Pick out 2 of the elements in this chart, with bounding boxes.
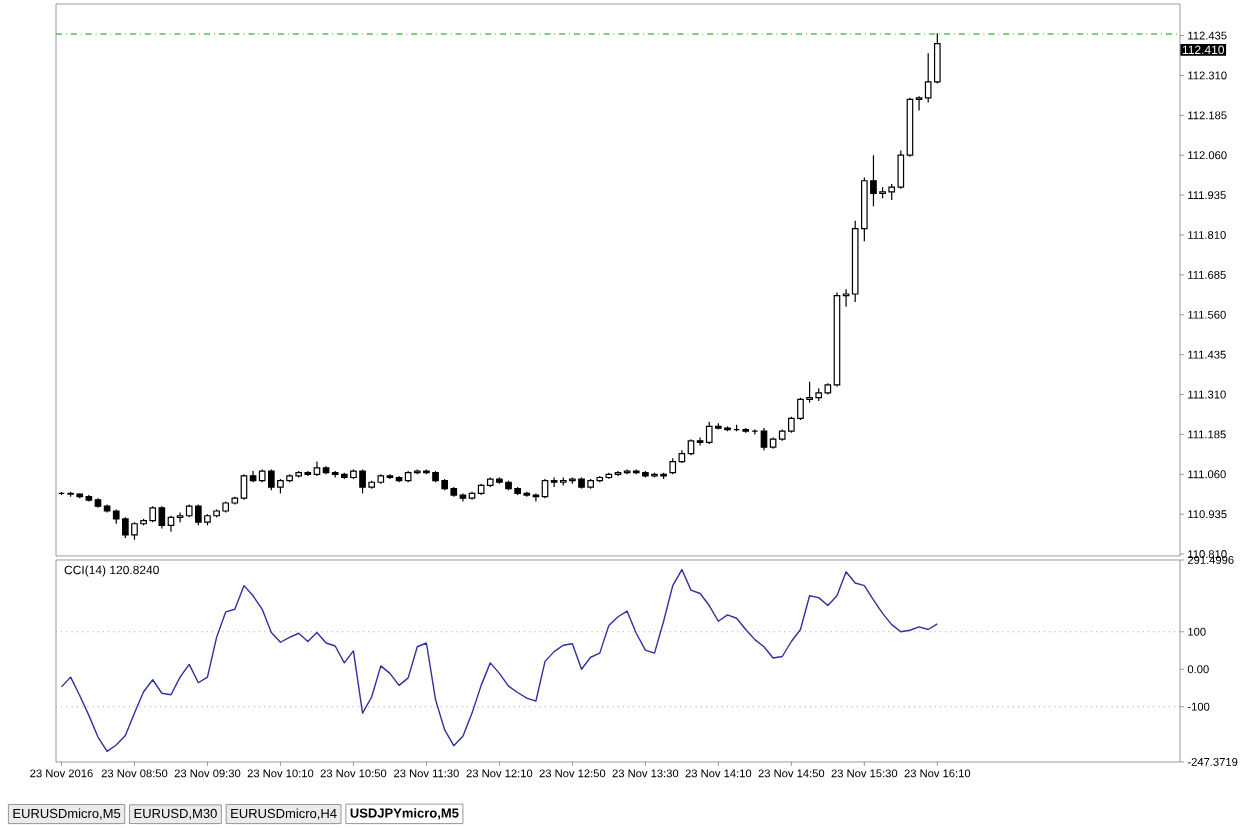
candlestick bbox=[760, 427, 768, 451]
line-series bbox=[60, 568, 939, 753]
